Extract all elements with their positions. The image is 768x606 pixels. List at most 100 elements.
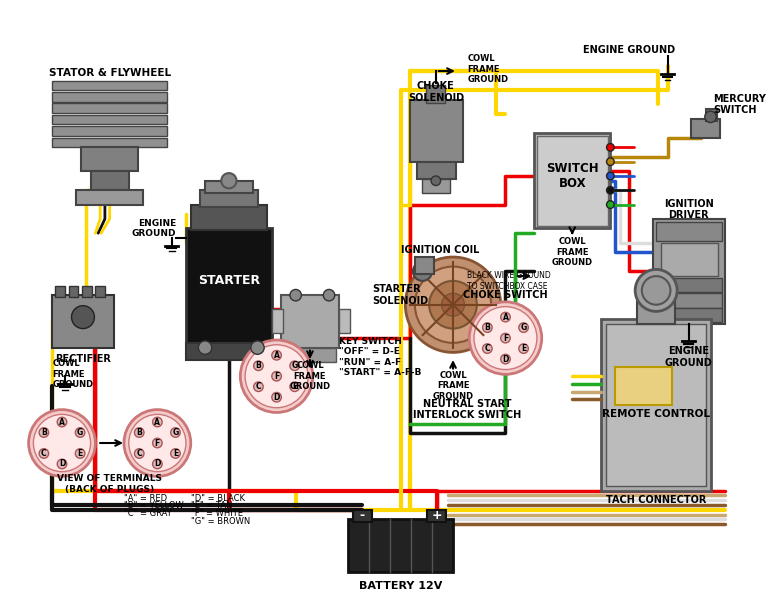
Text: "A" = RED: "A" = RED: [124, 494, 167, 503]
Bar: [190, 205, 267, 230]
Circle shape: [58, 418, 67, 427]
Bar: [55, 285, 65, 297]
Circle shape: [607, 144, 614, 151]
Circle shape: [415, 267, 492, 343]
Bar: [52, 127, 167, 136]
Bar: [52, 115, 167, 124]
Text: BATTERY 12V: BATTERY 12V: [359, 581, 442, 591]
Text: MERCURY
SWITCH: MERCURY SWITCH: [713, 94, 766, 115]
Text: "E" = TAN: "E" = TAN: [190, 501, 232, 510]
Circle shape: [519, 344, 528, 353]
Circle shape: [134, 448, 144, 458]
Circle shape: [129, 415, 186, 471]
Circle shape: [642, 276, 670, 305]
Text: G: G: [292, 361, 298, 370]
Circle shape: [198, 341, 212, 355]
Circle shape: [58, 459, 67, 469]
Circle shape: [153, 418, 162, 427]
Bar: [52, 104, 167, 113]
Bar: [284, 348, 336, 362]
Text: IGNITION
DRIVER: IGNITION DRIVER: [664, 199, 713, 220]
Text: "D" = BLACK: "D" = BLACK: [190, 494, 245, 503]
Bar: [427, 510, 446, 522]
Bar: [339, 310, 350, 333]
Text: "G" = BROWN: "G" = BROWN: [190, 517, 250, 526]
Bar: [415, 257, 434, 274]
Text: G: G: [77, 428, 83, 437]
Circle shape: [442, 293, 465, 316]
Text: C: C: [485, 344, 490, 353]
Circle shape: [501, 312, 510, 322]
Text: STARTER: STARTER: [198, 275, 260, 287]
Bar: [76, 190, 143, 205]
Text: STATOR & FLYWHEEL: STATOR & FLYWHEEL: [48, 68, 170, 78]
Text: B: B: [256, 361, 261, 370]
Circle shape: [705, 111, 717, 122]
Text: A: A: [59, 418, 65, 427]
Bar: [52, 92, 167, 102]
Circle shape: [323, 290, 335, 301]
Circle shape: [607, 172, 614, 180]
Circle shape: [635, 270, 677, 311]
Circle shape: [607, 158, 614, 165]
Text: B: B: [137, 428, 142, 437]
Circle shape: [153, 459, 162, 469]
Text: IGNITION COIL: IGNITION COIL: [401, 245, 479, 255]
Text: SWITCH
BOX: SWITCH BOX: [546, 162, 598, 190]
Text: COWL
FRAME
GROUND: COWL FRAME GROUND: [52, 359, 94, 389]
Text: ENGINE GROUND: ENGINE GROUND: [584, 45, 676, 55]
Circle shape: [240, 340, 313, 413]
Circle shape: [75, 448, 85, 458]
Text: RECTIFIER: RECTIFIER: [55, 354, 111, 364]
Text: COWL
FRAME
GROUND: COWL FRAME GROUND: [467, 55, 508, 84]
Text: +: +: [432, 509, 442, 522]
Circle shape: [153, 438, 162, 448]
Text: -: -: [360, 509, 365, 522]
Circle shape: [245, 345, 308, 408]
Circle shape: [290, 361, 300, 370]
Bar: [52, 295, 114, 348]
Text: CHOKE SWITCH: CHOKE SWITCH: [463, 290, 548, 300]
Bar: [637, 290, 675, 324]
Bar: [81, 147, 138, 171]
Circle shape: [469, 302, 541, 375]
Bar: [656, 308, 722, 322]
Bar: [691, 119, 720, 138]
Text: "F" = WHITE: "F" = WHITE: [190, 509, 243, 518]
Text: REMOTE CONTROL: REMOTE CONTROL: [602, 410, 710, 419]
Text: D: D: [502, 355, 508, 364]
Text: C: C: [256, 382, 261, 391]
Text: C: C: [137, 449, 142, 458]
Text: ENGINE
GROUND: ENGINE GROUND: [132, 219, 177, 238]
Bar: [661, 243, 718, 276]
Circle shape: [474, 307, 537, 370]
Bar: [272, 310, 283, 333]
Circle shape: [482, 323, 492, 332]
Text: "C" = GRAY: "C" = GRAY: [124, 509, 172, 518]
Text: F: F: [274, 371, 280, 381]
Bar: [91, 171, 129, 190]
Circle shape: [28, 410, 95, 476]
Bar: [52, 138, 167, 147]
Bar: [615, 367, 672, 405]
Text: VIEW OF TERMINALS
(BACK OF PLUGS): VIEW OF TERMINALS (BACK OF PLUGS): [57, 474, 162, 494]
Circle shape: [253, 382, 263, 391]
Bar: [426, 85, 445, 102]
Bar: [656, 278, 722, 292]
Text: COWL
FRAME
GROUND: COWL FRAME GROUND: [432, 371, 474, 401]
Text: ENGINE
GROUND: ENGINE GROUND: [664, 347, 713, 368]
Circle shape: [272, 350, 281, 360]
Bar: [186, 343, 272, 360]
Text: F: F: [503, 333, 508, 342]
Text: CHOKE
SOLENOID: CHOKE SOLENOID: [408, 81, 464, 103]
Circle shape: [607, 201, 614, 208]
Circle shape: [39, 428, 48, 438]
Text: E: E: [292, 382, 297, 391]
Circle shape: [170, 428, 180, 438]
Bar: [68, 285, 78, 297]
Circle shape: [429, 281, 477, 328]
Bar: [606, 324, 706, 486]
Bar: [82, 285, 91, 297]
Bar: [537, 136, 607, 225]
Text: G: G: [521, 323, 527, 332]
